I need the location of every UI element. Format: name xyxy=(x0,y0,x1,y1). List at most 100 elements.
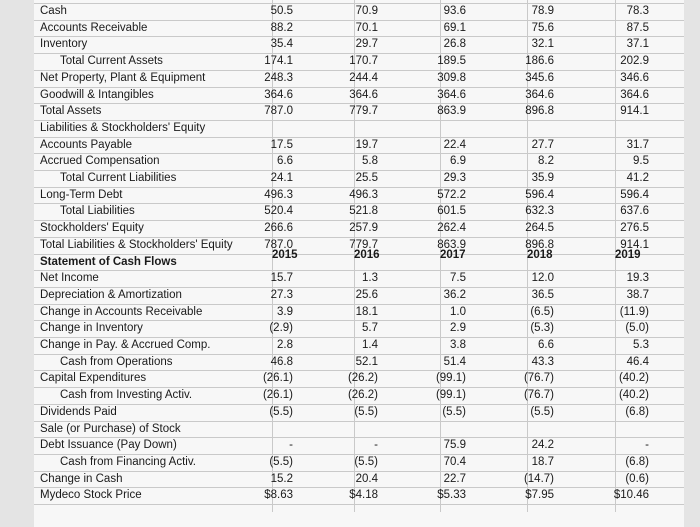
value-cell: (5.5) xyxy=(354,405,378,418)
value-cell: 6.6 xyxy=(538,339,554,351)
value-cell: (5.5) xyxy=(442,405,466,418)
value-cell: 1.4 xyxy=(362,339,378,351)
row-label: Cash from Operations xyxy=(60,355,173,368)
value-cell: $10.46 xyxy=(613,489,649,502)
value-cell: 5.7 xyxy=(362,322,378,335)
value-cell: (5.5) xyxy=(269,455,293,468)
value-cell: 276.5 xyxy=(620,222,649,235)
grid-line-horizontal xyxy=(34,3,684,4)
value-cell: 35.9 xyxy=(531,172,554,184)
grid-line-horizontal xyxy=(34,470,684,472)
value-cell: 262.4 xyxy=(437,222,466,235)
value-cell: 787.0 xyxy=(264,238,293,251)
value-cell: $5.33 xyxy=(437,489,466,502)
row-label: Total Liabilities & Stockholders' Equity xyxy=(40,238,233,251)
value-cell: 202.9 xyxy=(620,55,649,68)
grid-line-horizontal xyxy=(34,437,684,439)
value-cell: 24.2 xyxy=(531,439,554,452)
value-cell: 496.3 xyxy=(349,188,378,201)
value-cell: 93.6 xyxy=(443,5,466,17)
row-label: Net Income xyxy=(40,272,99,285)
grid-line-vertical xyxy=(527,0,528,512)
grid-line-horizontal xyxy=(34,136,684,138)
value-cell: 17.5 xyxy=(270,138,293,151)
value-cell: (26.1) xyxy=(262,372,293,385)
value-cell: 2.9 xyxy=(450,322,466,335)
value-cell: 174.1 xyxy=(264,55,293,68)
value-cell: 248.3 xyxy=(264,71,293,84)
row-label: Inventory xyxy=(40,38,88,51)
value-cell: 25.6 xyxy=(355,288,378,301)
grid-line-horizontal xyxy=(34,403,684,405)
value-cell: 41.2 xyxy=(626,172,649,184)
year-header: 2019 xyxy=(615,248,641,261)
value-cell: 78.3 xyxy=(626,5,649,17)
value-cell: (76.7) xyxy=(523,372,554,385)
value-cell: 19.3 xyxy=(626,272,649,285)
value-cell: 244.4 xyxy=(349,71,378,84)
value-cell: (99.1) xyxy=(435,389,466,402)
value-cell: 19.7 xyxy=(355,138,378,151)
grid-line-horizontal xyxy=(34,320,684,322)
grid-line-horizontal xyxy=(34,353,684,355)
value-cell: 25.5 xyxy=(355,172,378,184)
value-cell: 8.2 xyxy=(538,155,554,168)
row-label: Total Assets xyxy=(40,105,102,118)
value-cell: 6.6 xyxy=(277,155,293,168)
value-cell: 27.3 xyxy=(270,288,293,301)
value-cell: (26.1) xyxy=(262,389,293,402)
value-cell: 266.6 xyxy=(264,222,293,235)
value-cell: 364.6 xyxy=(620,88,649,101)
value-cell: (40.2) xyxy=(618,389,649,402)
value-cell: 346.6 xyxy=(620,71,649,84)
grid-line-horizontal xyxy=(34,220,684,222)
value-cell: 264.5 xyxy=(525,222,554,235)
row-label: Total Current Liabilities xyxy=(60,172,177,184)
grid-line-horizontal xyxy=(34,253,684,255)
row-label: Net Property, Plant & Equipment xyxy=(40,71,206,84)
row-label: Sale (or Purchase) of Stock xyxy=(40,422,181,435)
value-cell: 46.4 xyxy=(626,355,649,368)
value-cell: 36.5 xyxy=(531,288,554,301)
value-cell: (14.7) xyxy=(523,472,554,485)
value-cell: 32.1 xyxy=(531,38,554,51)
value-cell: 572.2 xyxy=(437,188,466,201)
row-label: Change in Pay. & Accrued Comp. xyxy=(40,339,211,351)
value-cell: 787.0 xyxy=(264,105,293,118)
value-cell: 170.7 xyxy=(349,55,378,68)
spreadsheet: Cash 50.5 70.9 93.6 78.9 78.3 Accounts Receiva… xyxy=(34,0,684,527)
value-cell: 186.6 xyxy=(525,55,554,68)
value-cell: 7.5 xyxy=(450,272,466,285)
value-cell: 29.7 xyxy=(355,38,378,51)
value-cell: 26.8 xyxy=(443,38,466,51)
row-label: Debt Issuance (Pay Down) xyxy=(40,439,177,452)
value-cell: 20.4 xyxy=(355,472,378,485)
value-cell: 914.1 xyxy=(620,105,649,118)
value-cell: (6.8) xyxy=(625,405,649,418)
grid-line-horizontal xyxy=(34,487,684,489)
value-cell: $8.63 xyxy=(264,489,293,502)
value-cell: 596.4 xyxy=(525,188,554,201)
grid-line-horizontal xyxy=(34,453,684,455)
value-cell: (76.7) xyxy=(523,389,554,402)
value-cell: - xyxy=(645,439,649,452)
row-label: Capital Expenditures xyxy=(40,372,147,385)
value-cell: 496.3 xyxy=(264,188,293,201)
value-cell: 37.1 xyxy=(626,38,649,51)
value-cell: 189.5 xyxy=(437,55,466,68)
value-cell: 632.3 xyxy=(525,205,554,218)
value-cell: 637.6 xyxy=(620,205,649,218)
grid-line-horizontal xyxy=(34,86,684,88)
value-cell: 15.7 xyxy=(270,272,293,285)
grid-line-horizontal xyxy=(34,19,684,21)
value-cell: 779.7 xyxy=(349,238,378,251)
value-cell: 18.7 xyxy=(531,455,554,468)
row-label: Accrued Compensation xyxy=(40,155,160,168)
grid-line-horizontal xyxy=(34,387,684,389)
value-cell: 364.6 xyxy=(437,88,466,101)
value-cell: (6.5) xyxy=(530,305,554,318)
value-cell: 309.8 xyxy=(437,71,466,84)
row-label: Change in Inventory xyxy=(40,322,143,335)
value-cell: 521.8 xyxy=(349,205,378,218)
value-cell: 70.4 xyxy=(443,455,466,468)
